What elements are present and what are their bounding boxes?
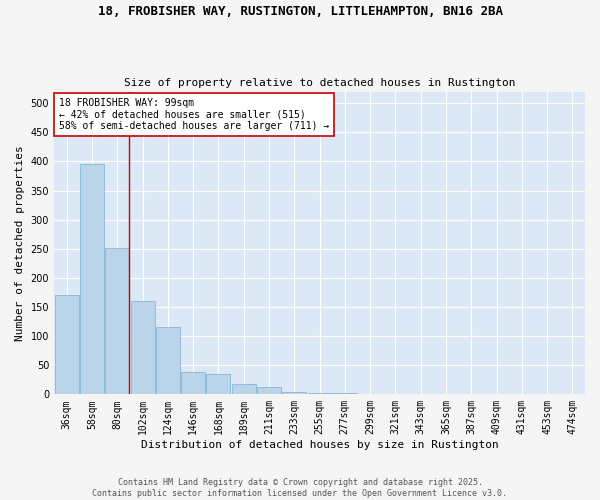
Bar [80,164,104,394]
Bar [257,388,281,394]
Bar [181,372,205,394]
Bar [308,393,332,394]
Bar [333,393,357,394]
Bar [156,328,180,394]
Text: 18 FROBISHER WAY: 99sqm
← 42% of detached houses are smaller (515)
58% of semi-d: 18 FROBISHER WAY: 99sqm ← 42% of detache… [59,98,329,131]
Y-axis label: Number of detached properties: Number of detached properties [15,145,25,341]
Text: 18, FROBISHER WAY, RUSTINGTON, LITTLEHAMPTON, BN16 2BA: 18, FROBISHER WAY, RUSTINGTON, LITTLEHAM… [97,5,503,18]
Title: Size of property relative to detached houses in Rustington: Size of property relative to detached ho… [124,78,515,88]
X-axis label: Distribution of detached houses by size in Rustington: Distribution of detached houses by size … [140,440,499,450]
Bar [282,392,306,394]
Bar [55,296,79,394]
Text: Contains HM Land Registry data © Crown copyright and database right 2025.
Contai: Contains HM Land Registry data © Crown c… [92,478,508,498]
Bar [131,301,155,394]
Bar [206,374,230,394]
Bar [232,384,256,394]
Bar [105,248,129,394]
